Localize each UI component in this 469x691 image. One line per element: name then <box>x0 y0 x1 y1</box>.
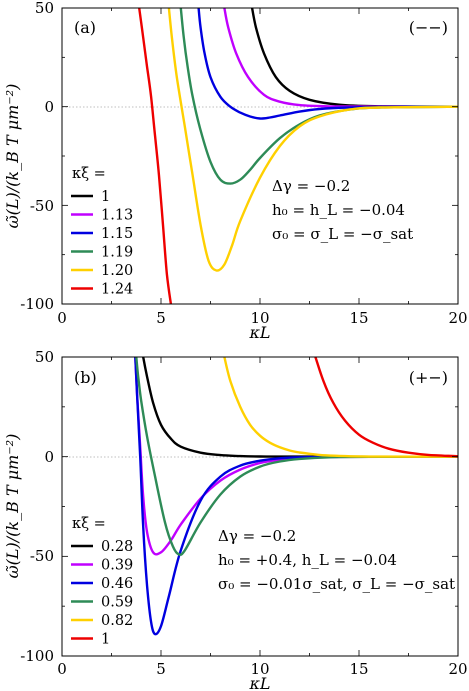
y-axis-label: ω̃(L)/(k_B T μm⁻²) <box>3 84 22 229</box>
legend-label: 1 <box>101 189 110 205</box>
panel-label: (a) <box>74 18 96 37</box>
annotation: Δγ = −0.2 <box>218 527 296 545</box>
tick-marks <box>61 356 459 657</box>
y-tick-label: -100 <box>20 295 54 313</box>
annotation: σ₀ = −0.01σ_sat, σ_L = −σ_sat <box>218 575 455 593</box>
x-tick-label: 0 <box>57 309 67 327</box>
series-line-1-24 <box>138 8 173 304</box>
series-line-1 <box>314 357 458 458</box>
x-tick-label: 15 <box>349 309 368 327</box>
series-group <box>134 357 458 636</box>
x-tick-label: 10 <box>250 660 269 678</box>
legend-label: 1.15 <box>101 226 133 242</box>
legend: 0.28 0.39 0.46 0.59 0.82 1 <box>71 539 133 648</box>
panel-b: 0 5 10 15 20 50 0 -50 -100 κL ω̃(L)/(k_B… <box>3 348 468 691</box>
x-tick-label: 5 <box>156 660 166 678</box>
legend-title: κξ = <box>72 516 106 532</box>
x-tick-label: 5 <box>156 309 166 327</box>
annotation: h₀ = h_L = −0.04 <box>272 201 405 219</box>
series-line-0-82 <box>223 357 458 458</box>
legend-label: 1 <box>101 632 110 648</box>
legend-label: 1.13 <box>101 208 133 224</box>
plot-frame <box>61 356 459 657</box>
series-line-0-46 <box>134 357 458 636</box>
y-tick-label: -50 <box>30 197 54 215</box>
legend-label: 1.20 <box>101 263 133 279</box>
legend-title: κξ = <box>72 166 106 182</box>
y-tick-label: 50 <box>35 348 54 366</box>
x-tick-label: 20 <box>448 660 467 678</box>
annotation: h₀ = +0.4, h_L = −0.04 <box>218 551 397 569</box>
x-tick-label: 0 <box>57 660 67 678</box>
x-tick-label: 15 <box>349 660 368 678</box>
series-line-1-20 <box>167 8 458 272</box>
y-tick-label: 50 <box>35 0 54 17</box>
series-line-1-15 <box>197 8 458 120</box>
series-line-0-59 <box>135 357 458 556</box>
legend: 1 1.13 1.15 1.19 1.20 1.24 <box>71 189 133 298</box>
series-group <box>138 8 458 304</box>
y-tick-label: -50 <box>30 547 54 565</box>
series-line-0-28 <box>142 357 458 458</box>
panel-label: (b) <box>74 368 97 387</box>
x-tick-label: 20 <box>448 309 467 327</box>
y-tick-label: 0 <box>44 98 54 116</box>
y-tick-label: -100 <box>20 647 54 665</box>
legend-label: 0.28 <box>101 539 133 555</box>
corner-label: (−−) <box>409 18 448 37</box>
y-axis-label: ω̃(L)/(k_B T μm⁻²) <box>3 434 22 579</box>
plot-frame <box>61 7 459 305</box>
legend-label: 0.46 <box>101 576 133 592</box>
annotation: Δγ = −0.2 <box>272 177 350 195</box>
x-axis-label: κL <box>248 674 270 691</box>
x-tick-label: 10 <box>250 309 269 327</box>
legend-label: 1.24 <box>101 282 133 298</box>
legend-label: 1.19 <box>101 245 133 261</box>
y-tick-label: 0 <box>44 448 54 466</box>
x-axis-label: κL <box>248 323 270 342</box>
corner-label: (+−) <box>409 368 448 387</box>
annotation: σ₀ = σ_L = −σ_sat <box>272 225 413 243</box>
legend-label: 0.82 <box>101 613 133 629</box>
legend-label: 0.59 <box>101 595 133 611</box>
panel-a: 0 5 10 15 20 50 0 -50 -100 κL ω̃(L)/(k_B… <box>3 0 468 342</box>
legend-label: 0.39 <box>101 558 133 574</box>
